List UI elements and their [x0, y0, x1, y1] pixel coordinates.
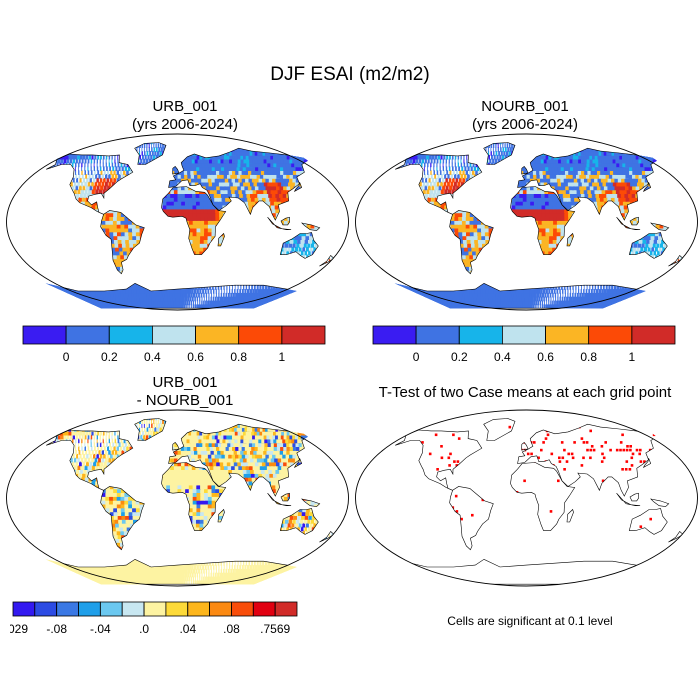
cbar-nourb-swatch: [631, 325, 676, 345]
map-nourb-land-field: [394, 142, 684, 309]
cbar-urb-swatch: [195, 325, 240, 345]
cbar-diff-swatch: [252, 601, 276, 617]
map-urb-land-field: [45, 142, 335, 309]
map-nourb-globe-outline: [355, 133, 698, 311]
cbar-diff-swatch: [209, 601, 232, 617]
cbar-diff-tick-label: .08: [223, 622, 240, 636]
panel-title-ttest: T-Test of two Case means at each grid po…: [350, 384, 700, 402]
ttest-note: Cells are significant at 0.1 level: [447, 614, 613, 628]
map-ttest-globe-outline: [355, 409, 698, 587]
cbar-urb-swatch: [238, 325, 283, 345]
cbar-urb-tick-label: 0.8: [230, 350, 247, 364]
cbar-diff-tick-label: .0: [139, 622, 149, 636]
cbar-diff-swatch: [12, 601, 36, 617]
cbar-nourb-tick-label: 0: [413, 350, 420, 364]
cbar-diff-swatch: [34, 601, 57, 617]
cbar-urb-tick-label: 1: [279, 350, 286, 364]
colorbar-nourb: 0 0.2 0.4 0.6 0.8 1: [372, 325, 676, 364]
cbar-diff-swatch: [143, 601, 167, 617]
cbar-diff-swatch: [100, 601, 123, 617]
cbar-diff-swatch: [274, 601, 298, 617]
cbar-diff-tick-label: .04: [179, 622, 196, 636]
panel-diff-subtitle: - NOURB_001: [136, 392, 234, 409]
map-nourb: [355, 133, 698, 311]
cbar-nourb-tick-label: 1: [629, 350, 636, 364]
cbar-nourb-tick-label: 0.2: [451, 350, 468, 364]
cbar-diff-tick-label: .9029: [10, 622, 28, 636]
cbar-diff-swatch: [165, 601, 189, 617]
panel-urb-title: URB_001: [152, 98, 218, 115]
colorbar-diff: .9029 -.08 -.04 .0 .04 .08 .7569: [10, 601, 298, 636]
cbar-nourb-tick-label: 0.6: [537, 350, 554, 364]
cbar-urb-swatch: [151, 325, 196, 345]
cbar-nourb-swatch: [372, 325, 417, 345]
map-diff-globe-outline: [6, 409, 349, 587]
cbar-urb-swatch: [108, 325, 153, 345]
cbar-urb-swatch: [65, 325, 110, 345]
map-diff-land-field: [45, 418, 335, 585]
map-ttest: [355, 409, 698, 587]
colorbar-urb: 0 0.2 0.4 0.6 0.8 1: [22, 325, 326, 364]
map-diff: [6, 409, 349, 587]
cbar-nourb-tick-label: 0.8: [580, 350, 597, 364]
panel-title-diff: URB_001 - NOURB_001: [25, 374, 345, 410]
cbar-diff-tick-label: .7569: [260, 622, 290, 636]
cbar-nourb-tick-label: 0.4: [494, 350, 511, 364]
cbar-urb-swatch: [281, 325, 326, 345]
panel-ttest-title: T-Test of two Case means at each grid po…: [378, 384, 672, 401]
panel-nourb-subtitle: (yrs 2006-2024): [472, 116, 578, 133]
cbar-urb-tick-label: 0.6: [187, 350, 204, 364]
cbar-urb-swatch: [22, 325, 67, 345]
cbar-urb-tick-label: 0.4: [144, 350, 161, 364]
cbar-diff-swatch: [187, 601, 211, 617]
cbar-diff-tick-label: -.08: [46, 622, 67, 636]
panel-title-nourb: NOURB_001 (yrs 2006-2024): [365, 98, 685, 134]
cbar-nourb-swatch: [415, 325, 460, 345]
map-urb-globe-outline: [6, 133, 349, 311]
cbar-diff-tick-label: -.04: [90, 622, 111, 636]
cbar-nourb-swatch: [545, 325, 590, 345]
map-ttest-land-field: [395, 425, 684, 555]
panel-title-urb: URB_001 (yrs 2006-2024): [25, 98, 345, 134]
map-urb: [6, 133, 349, 311]
cbar-diff-swatch: [78, 601, 101, 617]
map-ttest-coastlines: [394, 418, 684, 585]
cbar-diff-swatch: [121, 601, 145, 617]
panel-nourb-title: NOURB_001: [481, 98, 569, 115]
cbar-diff-swatch: [56, 601, 79, 617]
cbar-nourb-swatch: [588, 325, 633, 345]
panel-diff-title: URB_001: [152, 374, 218, 391]
figure-title: DJF ESAI (m2/m2): [270, 64, 430, 85]
cbar-urb-tick-label: 0: [63, 350, 70, 364]
cbar-diff-swatch: [231, 601, 254, 617]
cbar-nourb-swatch: [458, 325, 503, 345]
panel-urb-subtitle: (yrs 2006-2024): [132, 116, 238, 133]
cbar-urb-tick-label: 0.2: [101, 350, 118, 364]
cbar-nourb-swatch: [501, 325, 546, 345]
